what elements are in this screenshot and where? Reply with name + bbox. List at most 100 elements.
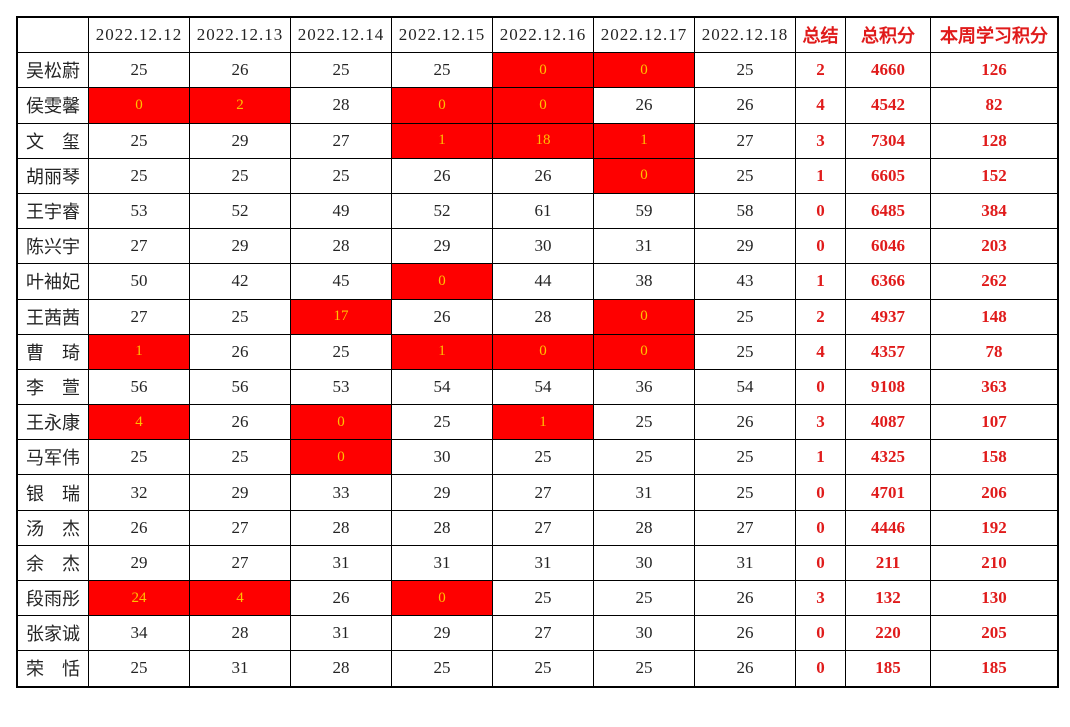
day-score-cell[interactable]: 36 <box>593 368 695 406</box>
week-study-points-value-cell[interactable]: 210 <box>930 544 1059 582</box>
date-header-cell[interactable]: 2022.12.13 <box>189 16 291 54</box>
day-score-cell-highlighted[interactable]: 0 <box>391 87 493 124</box>
total-points-value-cell[interactable]: 6605 <box>845 157 931 194</box>
day-score-cell-highlighted[interactable]: 2 <box>189 87 291 124</box>
day-score-cell[interactable]: 29 <box>88 544 190 582</box>
day-score-cell[interactable]: 28 <box>391 509 493 546</box>
day-score-cell[interactable]: 27 <box>189 544 291 582</box>
total-points-value-cell[interactable]: 6485 <box>845 192 931 230</box>
day-score-cell-highlighted[interactable]: 0 <box>290 404 392 441</box>
day-score-cell[interactable]: 25 <box>88 439 190 476</box>
week-study-points-value-cell[interactable]: 107 <box>930 404 1059 441</box>
day-score-cell-highlighted[interactable]: 0 <box>391 579 493 617</box>
student-name-cell[interactable]: 胡丽琴 <box>16 157 89 194</box>
day-score-cell[interactable]: 25 <box>391 650 493 688</box>
day-score-cell[interactable]: 31 <box>492 544 594 582</box>
day-score-cell-highlighted[interactable]: 0 <box>492 52 594 89</box>
day-score-cell[interactable]: 25 <box>694 52 796 89</box>
day-score-cell-highlighted[interactable]: 4 <box>189 579 291 617</box>
day-score-cell[interactable]: 32 <box>88 474 190 511</box>
day-score-cell[interactable]: 31 <box>290 615 392 652</box>
day-score-cell[interactable]: 28 <box>189 615 291 652</box>
day-score-cell-highlighted[interactable]: 0 <box>593 52 695 89</box>
date-header-cell[interactable]: 2022.12.18 <box>694 16 796 54</box>
day-score-cell[interactable]: 30 <box>391 439 493 476</box>
day-score-cell[interactable]: 54 <box>492 368 594 406</box>
day-score-cell[interactable]: 26 <box>391 298 493 335</box>
day-score-cell[interactable]: 43 <box>694 263 796 300</box>
day-score-cell[interactable]: 26 <box>593 87 695 124</box>
day-score-cell-highlighted[interactable]: 0 <box>290 439 392 476</box>
week-study-points-header-cell[interactable]: 本周学习积分 <box>930 16 1059 54</box>
day-score-cell[interactable]: 52 <box>391 192 493 230</box>
summary-value-cell[interactable]: 0 <box>795 509 846 546</box>
day-score-cell-highlighted[interactable]: 4 <box>88 404 190 441</box>
week-study-points-value-cell[interactable]: 82 <box>930 87 1059 124</box>
summary-value-cell[interactable]: 1 <box>795 439 846 476</box>
day-score-cell[interactable]: 28 <box>290 87 392 124</box>
day-score-cell-highlighted[interactable]: 0 <box>492 87 594 124</box>
day-score-cell[interactable]: 25 <box>694 333 796 370</box>
total-points-value-cell[interactable]: 220 <box>845 615 931 652</box>
student-name-cell[interactable]: 马军伟 <box>16 439 89 476</box>
day-score-cell[interactable]: 42 <box>189 263 291 300</box>
summary-value-cell[interactable]: 0 <box>795 368 846 406</box>
day-score-cell-highlighted[interactable]: 18 <box>492 122 594 159</box>
day-score-cell[interactable]: 29 <box>391 474 493 511</box>
day-score-cell[interactable]: 31 <box>593 228 695 265</box>
week-study-points-value-cell[interactable]: 206 <box>930 474 1059 511</box>
day-score-cell[interactable]: 28 <box>492 298 594 335</box>
total-points-value-cell[interactable]: 6046 <box>845 228 931 265</box>
day-score-cell[interactable]: 25 <box>189 439 291 476</box>
summary-value-cell[interactable]: 1 <box>795 157 846 194</box>
day-score-cell[interactable]: 33 <box>290 474 392 511</box>
student-name-cell[interactable]: 侯雯馨 <box>16 87 89 124</box>
day-score-cell[interactable]: 26 <box>391 157 493 194</box>
day-score-cell-highlighted[interactable]: 1 <box>391 122 493 159</box>
day-score-cell[interactable]: 25 <box>290 333 392 370</box>
date-header-cell[interactable]: 2022.12.12 <box>88 16 190 54</box>
day-score-cell-highlighted[interactable]: 0 <box>391 263 493 300</box>
week-study-points-value-cell[interactable]: 185 <box>930 650 1059 688</box>
day-score-cell[interactable]: 25 <box>189 157 291 194</box>
day-score-cell[interactable]: 31 <box>189 650 291 688</box>
week-study-points-value-cell[interactable]: 152 <box>930 157 1059 194</box>
day-score-cell[interactable]: 26 <box>694 404 796 441</box>
day-score-cell[interactable]: 31 <box>694 544 796 582</box>
student-name-cell[interactable]: 汤 杰 <box>16 509 89 546</box>
day-score-cell-highlighted[interactable]: 1 <box>88 333 190 370</box>
day-score-cell[interactable]: 56 <box>88 368 190 406</box>
total-points-value-cell[interactable]: 4660 <box>845 52 931 89</box>
day-score-cell[interactable]: 25 <box>290 52 392 89</box>
student-name-cell[interactable]: 王永康 <box>16 404 89 441</box>
day-score-cell[interactable]: 25 <box>88 157 190 194</box>
day-score-cell[interactable]: 25 <box>593 404 695 441</box>
week-study-points-value-cell[interactable]: 78 <box>930 333 1059 370</box>
day-score-cell[interactable]: 25 <box>88 650 190 688</box>
summary-value-cell[interactable]: 0 <box>795 615 846 652</box>
day-score-cell[interactable]: 31 <box>290 544 392 582</box>
week-study-points-value-cell[interactable]: 158 <box>930 439 1059 476</box>
student-name-cell[interactable]: 李 萱 <box>16 368 89 406</box>
day-score-cell-highlighted[interactable]: 0 <box>593 298 695 335</box>
day-score-cell[interactable]: 29 <box>694 228 796 265</box>
week-study-points-value-cell[interactable]: 148 <box>930 298 1059 335</box>
day-score-cell[interactable]: 26 <box>189 52 291 89</box>
day-score-cell[interactable]: 26 <box>694 650 796 688</box>
corner-cell[interactable] <box>16 16 89 54</box>
day-score-cell[interactable]: 26 <box>694 579 796 617</box>
date-header-cell[interactable]: 2022.12.14 <box>290 16 392 54</box>
day-score-cell[interactable]: 29 <box>391 615 493 652</box>
week-study-points-value-cell[interactable]: 203 <box>930 228 1059 265</box>
student-name-cell[interactable]: 吴松蔚 <box>16 52 89 89</box>
week-study-points-value-cell[interactable]: 130 <box>930 579 1059 617</box>
day-score-cell[interactable]: 30 <box>593 615 695 652</box>
date-header-cell[interactable]: 2022.12.15 <box>391 16 493 54</box>
total-points-header-cell[interactable]: 总积分 <box>845 16 931 54</box>
day-score-cell[interactable]: 28 <box>290 228 392 265</box>
day-score-cell[interactable]: 27 <box>492 615 594 652</box>
day-score-cell[interactable]: 27 <box>492 474 594 511</box>
day-score-cell-highlighted[interactable]: 1 <box>593 122 695 159</box>
day-score-cell[interactable]: 25 <box>189 298 291 335</box>
day-score-cell[interactable]: 27 <box>694 122 796 159</box>
